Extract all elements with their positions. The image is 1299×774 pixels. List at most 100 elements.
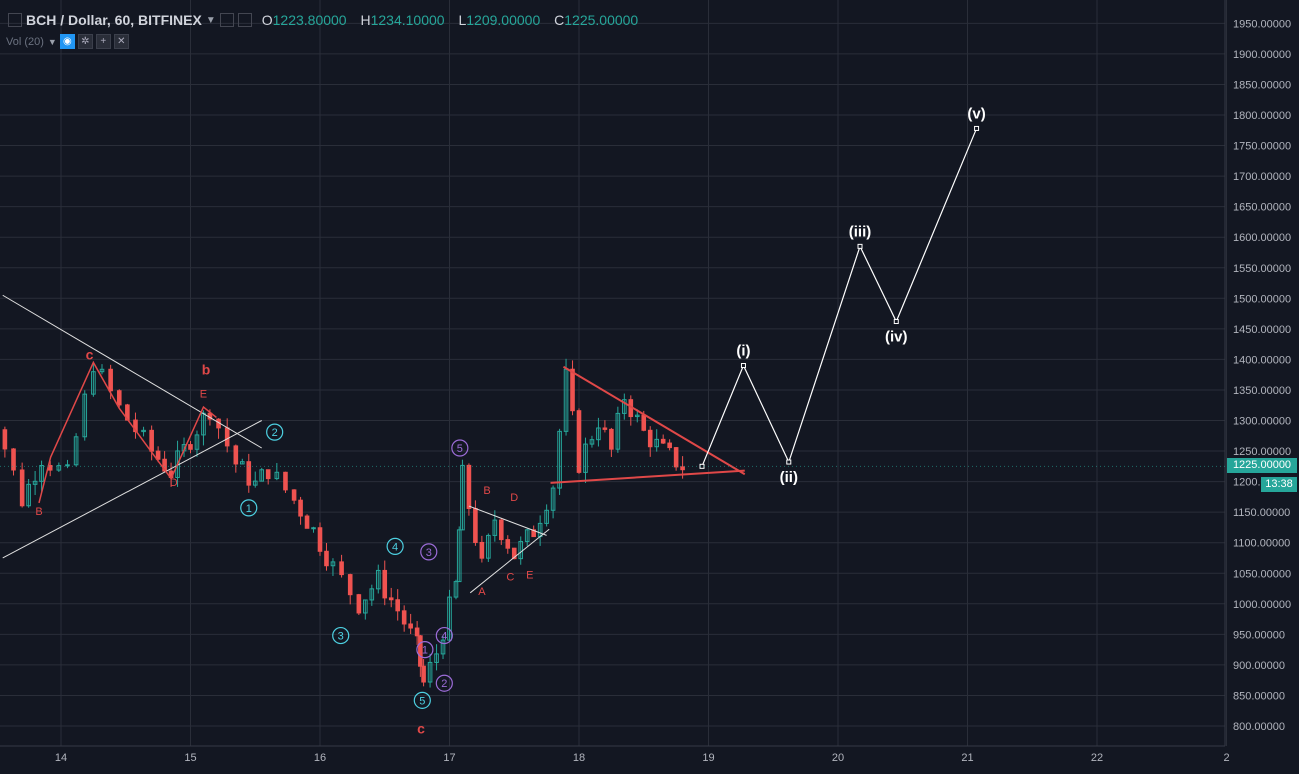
price-axis-tick: 1750.00000 — [1233, 141, 1291, 153]
price-axis-tick: 1250.00000 — [1233, 446, 1291, 458]
wave-letter-label: b — [202, 362, 211, 378]
candle-body — [634, 414, 640, 418]
price-axis-tick: 1350.00000 — [1233, 385, 1291, 397]
time-axis-tick: 19 — [702, 752, 714, 764]
candle-body — [65, 464, 70, 467]
candle-body — [518, 540, 524, 560]
ohlc-low-key: L — [458, 12, 467, 28]
candle-body — [544, 509, 549, 524]
candle-body — [427, 661, 433, 683]
close-icon[interactable]: ✕ — [113, 34, 129, 49]
candle-body — [252, 480, 258, 486]
ohlc-close-value: 1225.00000 — [564, 12, 639, 28]
triangle-support-line — [550, 469, 745, 484]
volume-indicator-legend: Vol (20) ▼ ◉ ✲ + ✕ — [6, 34, 129, 49]
candle-body — [570, 368, 575, 412]
volume-label[interactable]: Vol (20) — [6, 35, 44, 48]
candle-body — [609, 428, 614, 450]
candle-body — [492, 519, 498, 536]
wave-letter-label: B — [483, 485, 490, 497]
trendline-upper — [2, 294, 262, 449]
price-axis-tick: 1400.00000 — [1233, 354, 1291, 366]
ohlc-high-value: 1234.10000 — [370, 12, 445, 28]
settings-icon[interactable] — [219, 13, 234, 27]
candle-body — [82, 393, 88, 438]
wave-label: (i) — [736, 343, 750, 360]
candle-body — [304, 515, 310, 529]
candle-body — [298, 499, 303, 517]
price-axis-tick: 1050.00000 — [1233, 568, 1291, 580]
candle-body — [240, 461, 245, 465]
time-axis-tick: 17 — [443, 752, 455, 764]
candle-body — [479, 541, 485, 559]
candle-body — [274, 471, 280, 480]
wave-point-marker — [786, 459, 792, 465]
eye-icon[interactable]: ◉ — [59, 34, 75, 49]
trendline-lower — [469, 528, 550, 594]
chevron-down-icon[interactable]: ▼ — [205, 14, 216, 26]
price-axis-tick: 1300.00000 — [1233, 416, 1291, 428]
collapse-icon[interactable] — [8, 13, 22, 27]
candle-body — [447, 596, 452, 641]
candle-body — [91, 371, 96, 395]
wave-letter-label: B — [35, 506, 42, 518]
wave-count-label: 2 — [441, 678, 447, 690]
price-axis-tick: 1550.00000 — [1233, 263, 1291, 275]
price-axis-tick: 1950.00000 — [1233, 18, 1291, 30]
ohlc-open-key: O — [261, 12, 273, 28]
candle-body — [19, 469, 25, 507]
candle-body — [401, 610, 407, 625]
wave-letter-label: C — [506, 572, 514, 584]
wave-point-marker — [857, 243, 863, 249]
wave-count-circle — [451, 439, 469, 457]
symbol-title[interactable]: BCH / Dollar, 60, BITFINEX — [26, 12, 202, 28]
candle-body — [673, 447, 679, 468]
time-axis-tick: 21 — [961, 752, 973, 764]
chevron-down-icon[interactable]: ▼ — [47, 36, 57, 47]
candle-body — [233, 445, 239, 465]
candle-body — [524, 529, 530, 542]
price-axis-tick: 1600.00000 — [1233, 232, 1291, 244]
wave-count-label: 4 — [392, 541, 398, 553]
candle-body — [330, 561, 336, 567]
wave-label: (iv) — [885, 329, 908, 346]
price-axis-tick: 950.00000 — [1233, 629, 1285, 641]
price-axis-tick: 900.00000 — [1233, 660, 1285, 672]
price-axis-tick: 1450.00000 — [1233, 324, 1291, 336]
wave-count-label: 5 — [419, 695, 425, 707]
candle-body — [388, 597, 394, 601]
candle-body — [531, 529, 536, 538]
candle-body — [246, 461, 252, 486]
candle-body — [667, 442, 672, 449]
candle-body — [339, 561, 344, 576]
candle-body — [499, 519, 504, 541]
chart-header: BCH / Dollar, 60, BITFINEX ▼ O1223.80000… — [4, 10, 648, 30]
gear-icon[interactable]: ✲ — [77, 34, 93, 49]
candle-body — [291, 489, 297, 501]
candle-body — [395, 599, 400, 612]
candle-body — [39, 465, 44, 482]
candle-body — [456, 529, 462, 583]
candle-body — [505, 539, 511, 549]
time-axis-tick: 22 — [1091, 752, 1103, 764]
candle-body — [141, 429, 146, 433]
candle-body — [283, 471, 288, 491]
candle-body — [418, 635, 423, 667]
price-axis-tick: 1650.00000 — [1233, 202, 1291, 214]
candle-body — [434, 653, 439, 663]
candle-body — [680, 466, 685, 471]
candle-body — [408, 623, 413, 629]
compare-icon[interactable] — [237, 13, 252, 27]
wave-count-circle — [435, 674, 453, 692]
candle-body — [265, 469, 271, 480]
wave-count-circle — [266, 423, 284, 441]
wave-count-circle — [416, 641, 434, 659]
candle-body — [32, 480, 38, 485]
plus-icon[interactable]: + — [95, 34, 111, 49]
candle-body — [11, 448, 16, 471]
wave-zigzag-line — [38, 360, 217, 504]
wave-count-circle — [332, 626, 350, 645]
ohlc-low-value: 1209.00000 — [466, 12, 541, 28]
wave-letter-label: c — [86, 346, 94, 362]
